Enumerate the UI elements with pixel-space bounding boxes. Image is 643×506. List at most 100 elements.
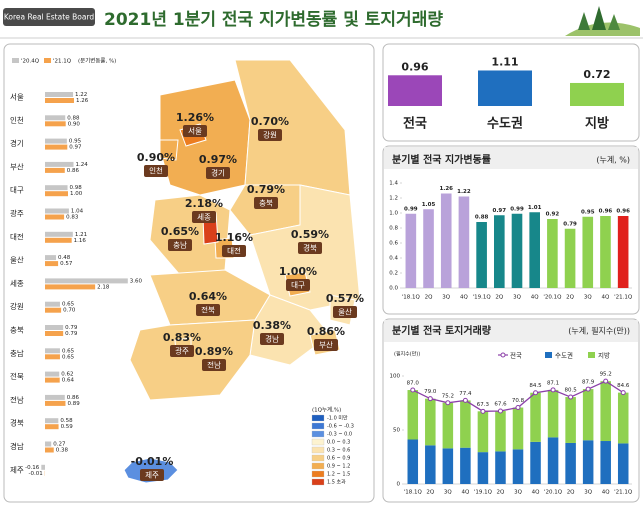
- bar: [45, 261, 59, 267]
- bar: [547, 437, 559, 484]
- bar: [600, 441, 611, 484]
- value-label: -0.01: [29, 471, 43, 477]
- category-label: 세종: [10, 279, 24, 288]
- bar: [45, 255, 57, 261]
- map-name: 광주: [175, 346, 189, 356]
- value-label: 0.38: [56, 448, 69, 454]
- map-name: 전북: [201, 305, 215, 315]
- y-tick-label: 0.0: [389, 286, 398, 292]
- map-name-box: [286, 279, 310, 291]
- bar: [460, 400, 471, 448]
- bar: [405, 213, 417, 288]
- y-tick-label: 0.2: [389, 271, 398, 277]
- legend-swatch: [311, 478, 325, 486]
- map-value: 0.90%: [137, 151, 175, 164]
- bar: [582, 216, 594, 288]
- map-name: 강원: [263, 130, 277, 140]
- map-name: 세종: [197, 213, 211, 222]
- value-label: 1.00: [70, 191, 83, 197]
- bar: [45, 354, 60, 360]
- category-label: 수도권: [487, 117, 523, 132]
- bar: [494, 215, 505, 288]
- value-label: 0.72: [583, 68, 610, 81]
- x-tick-label: 4Q: [531, 295, 539, 301]
- legend-label: '21.1Q: [53, 59, 72, 65]
- category-label: 울산: [10, 255, 24, 265]
- map-name-box: [298, 242, 322, 254]
- page-title: 2021년 1분기 전국 지가변동률 및 토지거래량: [104, 10, 443, 30]
- map-name-box: [260, 333, 284, 345]
- bar: [600, 216, 611, 288]
- category-label: 경기: [10, 138, 24, 148]
- chart-subtitle: (누계, %): [596, 155, 630, 165]
- legend-label: -1.0 미만: [327, 415, 348, 422]
- bar: [495, 410, 506, 452]
- map-name-box: [183, 125, 207, 137]
- y-tick-label: 1.4: [389, 181, 398, 187]
- value-label: 87.1: [547, 380, 559, 386]
- map-name: 인천: [149, 166, 163, 176]
- point: [445, 400, 451, 406]
- x-tick-label: 4Q: [602, 295, 610, 301]
- legend-swatch: [311, 454, 325, 462]
- bar: [45, 331, 64, 336]
- bar: [45, 98, 74, 103]
- bar: [458, 196, 470, 288]
- bar: [617, 443, 629, 484]
- bar: [45, 441, 52, 447]
- bar: [45, 284, 96, 290]
- map-name: 경기: [211, 168, 225, 178]
- bar: [45, 167, 65, 173]
- point: [550, 387, 556, 393]
- title-band: [384, 320, 638, 342]
- map-value: 2.18%: [185, 197, 223, 210]
- bar: [617, 392, 629, 444]
- value-label: 67.3: [477, 402, 490, 408]
- bar: [423, 209, 434, 288]
- bar: [476, 222, 487, 288]
- map-name-box: [206, 167, 230, 179]
- bar: [41, 464, 45, 470]
- map-name: 서울: [188, 127, 202, 136]
- y-tick-label: 0: [397, 482, 401, 488]
- map-value: 0.89%: [195, 345, 233, 358]
- point: [410, 387, 416, 393]
- map-value: 0.57%: [326, 292, 364, 305]
- category-label: 서울: [10, 93, 24, 102]
- map-value: -0.01%: [131, 455, 174, 468]
- value-label: 1.01: [528, 205, 542, 211]
- bar: [45, 231, 73, 237]
- bar: [512, 407, 524, 450]
- map-value: 1.26%: [176, 111, 214, 124]
- x-tick-label: 3Q: [513, 295, 521, 301]
- map-value: 0.97%: [199, 153, 237, 166]
- bar: [45, 115, 66, 121]
- map-region: [159, 139, 179, 161]
- x-tick-label: 3Q: [442, 295, 450, 301]
- map-name-box: [333, 306, 357, 318]
- bar: [565, 397, 576, 443]
- bar: [45, 447, 54, 453]
- value-label: 0.88: [67, 115, 80, 121]
- map-name: 울산: [338, 307, 352, 317]
- legend-swatch: [311, 462, 325, 470]
- value-label: 0.99: [404, 206, 418, 212]
- value-label: 0.83: [66, 215, 79, 221]
- category-label: 대전: [10, 231, 24, 241]
- bar: [407, 390, 419, 440]
- bar: [564, 228, 576, 288]
- bar: [547, 219, 558, 288]
- map-value: 1.00%: [279, 265, 317, 278]
- x-tick-label: 3Q: [584, 490, 592, 496]
- legend-swatch: [311, 446, 325, 454]
- bar: [477, 452, 489, 484]
- map-value: 0.79%: [247, 183, 285, 196]
- bar: [45, 92, 74, 97]
- value-label: 0.79: [65, 331, 78, 337]
- bar: [582, 440, 594, 484]
- bar: [442, 448, 454, 484]
- bar: [45, 424, 59, 430]
- value-label: 84.6: [617, 383, 630, 389]
- map-name-box: [140, 469, 164, 481]
- map-name: 충북: [259, 199, 273, 208]
